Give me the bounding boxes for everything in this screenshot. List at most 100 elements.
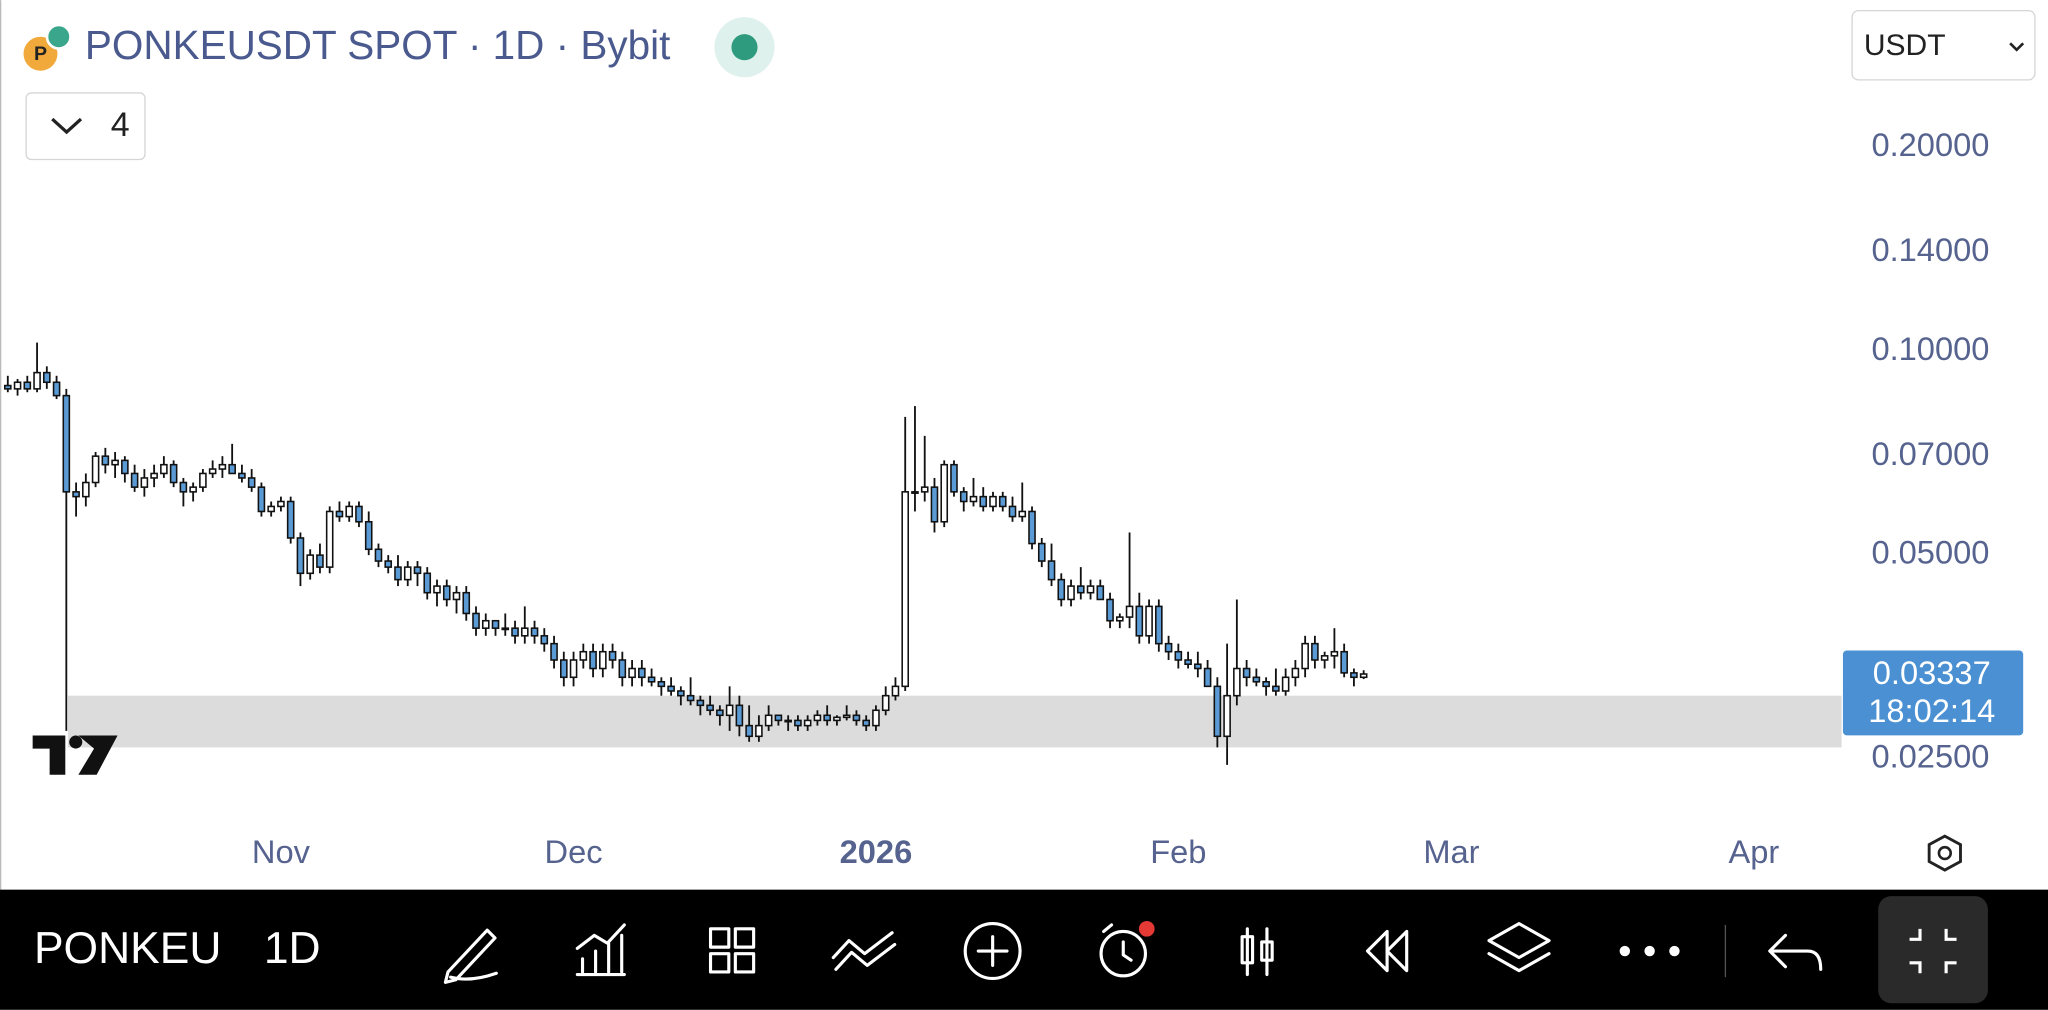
candle-body (1076, 585, 1085, 594)
toolbar-symbol[interactable]: PONKEU (34, 924, 221, 973)
candle-body (1291, 667, 1300, 679)
candle-body (160, 463, 168, 475)
candle-body (423, 572, 432, 594)
candle-body (13, 381, 22, 390)
candle-body (745, 724, 753, 738)
candle-body (1252, 676, 1261, 683)
candle-body (1184, 659, 1192, 666)
toolbar (0, 889, 2048, 1010)
candle-body (1223, 694, 1231, 738)
candle-body (959, 491, 968, 503)
candle-body (716, 709, 724, 717)
chart-type-tool[interactable] (1240, 927, 1274, 977)
candle-body (550, 642, 558, 661)
candle-body (1301, 642, 1309, 670)
clock-hands (1102, 923, 1133, 962)
candle-body (82, 481, 90, 498)
candle-body (247, 477, 256, 488)
symbol-title[interactable]: PONKEUSDT SPOT · 1D · Bybit (85, 22, 670, 68)
candle-body (33, 371, 41, 390)
layers-tool[interactable] (1487, 922, 1551, 973)
candle-body (764, 714, 773, 727)
more-dot (1619, 945, 1631, 957)
x-tick-label: Mar (1423, 833, 1479, 870)
coin-logo-letter: P (34, 43, 47, 65)
y-tick-label: 0.02500 (1871, 738, 1989, 775)
replay-tool[interactable] (1365, 929, 1409, 973)
candle-body (930, 486, 939, 523)
candle-body (238, 472, 246, 479)
candle-body (1330, 650, 1339, 657)
candle-body (267, 505, 275, 513)
undo-tool[interactable] (1768, 933, 1823, 971)
candle-body (638, 667, 646, 679)
candle-body (384, 560, 393, 568)
y-tick-label: 0.07000 (1871, 435, 1989, 472)
candle-body (325, 510, 334, 568)
candle-body (208, 468, 217, 475)
candle-body (950, 463, 958, 493)
tv-logo-dot (69, 735, 83, 749)
compare-tool[interactable] (831, 931, 897, 971)
plus (976, 935, 1009, 967)
candle-body (1086, 585, 1095, 594)
fullscreen-toggle[interactable] (1878, 896, 1988, 1004)
currency-select[interactable] (1851, 9, 2036, 81)
candle-body (286, 500, 295, 539)
status-dot (731, 34, 758, 61)
candle-body (989, 495, 997, 508)
candle-body (462, 591, 471, 615)
candle-body (774, 714, 783, 722)
candle-body (1037, 542, 1046, 562)
candle-body (940, 463, 949, 523)
candle-body (589, 650, 597, 670)
candle-body (403, 566, 412, 581)
more-tool[interactable] (1619, 945, 1680, 957)
candle-body (1320, 655, 1329, 661)
indicators-toggle[interactable] (25, 92, 146, 161)
candle-body (881, 694, 890, 712)
draw-tool[interactable] (443, 928, 498, 984)
candle-body (442, 585, 451, 601)
candle-body (569, 659, 578, 679)
candle-body (179, 481, 188, 493)
candle-body (667, 685, 675, 692)
candle-body (218, 463, 227, 470)
exchange-logo (45, 23, 72, 50)
candle-body (72, 491, 80, 498)
indicators-tool[interactable] (575, 923, 626, 977)
candle-body (696, 699, 705, 707)
support-zone (67, 695, 1842, 748)
candle-body (579, 650, 588, 661)
candle-body (862, 719, 870, 727)
alert-tool[interactable] (1099, 929, 1148, 978)
templates-tool[interactable] (708, 927, 756, 974)
candle-body (1018, 510, 1027, 518)
indicators-count: 4 (111, 106, 130, 144)
add-tool[interactable] (963, 922, 1022, 981)
candle-body (891, 685, 900, 697)
settings-button[interactable] (1927, 834, 1962, 872)
candle-body (1125, 605, 1134, 618)
candle-body (1213, 685, 1222, 738)
x-tick-label: Feb (1150, 833, 1206, 870)
candle-body (1281, 676, 1290, 692)
candle-body (608, 650, 617, 661)
candle-body (91, 455, 100, 484)
candle-body (1272, 685, 1280, 692)
candle-body (872, 709, 880, 727)
candle-body (1096, 585, 1105, 601)
candle-body (725, 704, 734, 717)
candle-body (169, 463, 178, 484)
candle-body (920, 486, 929, 493)
chevron (51, 117, 83, 135)
candle-body (481, 619, 490, 629)
toolbar-interval[interactable]: 1D (264, 924, 321, 973)
candle-body (257, 486, 266, 513)
candle-body (140, 477, 149, 488)
candle-body (345, 505, 354, 518)
candle-body (1047, 560, 1056, 581)
candle-body (735, 704, 744, 727)
settings-dot (1937, 845, 1952, 861)
